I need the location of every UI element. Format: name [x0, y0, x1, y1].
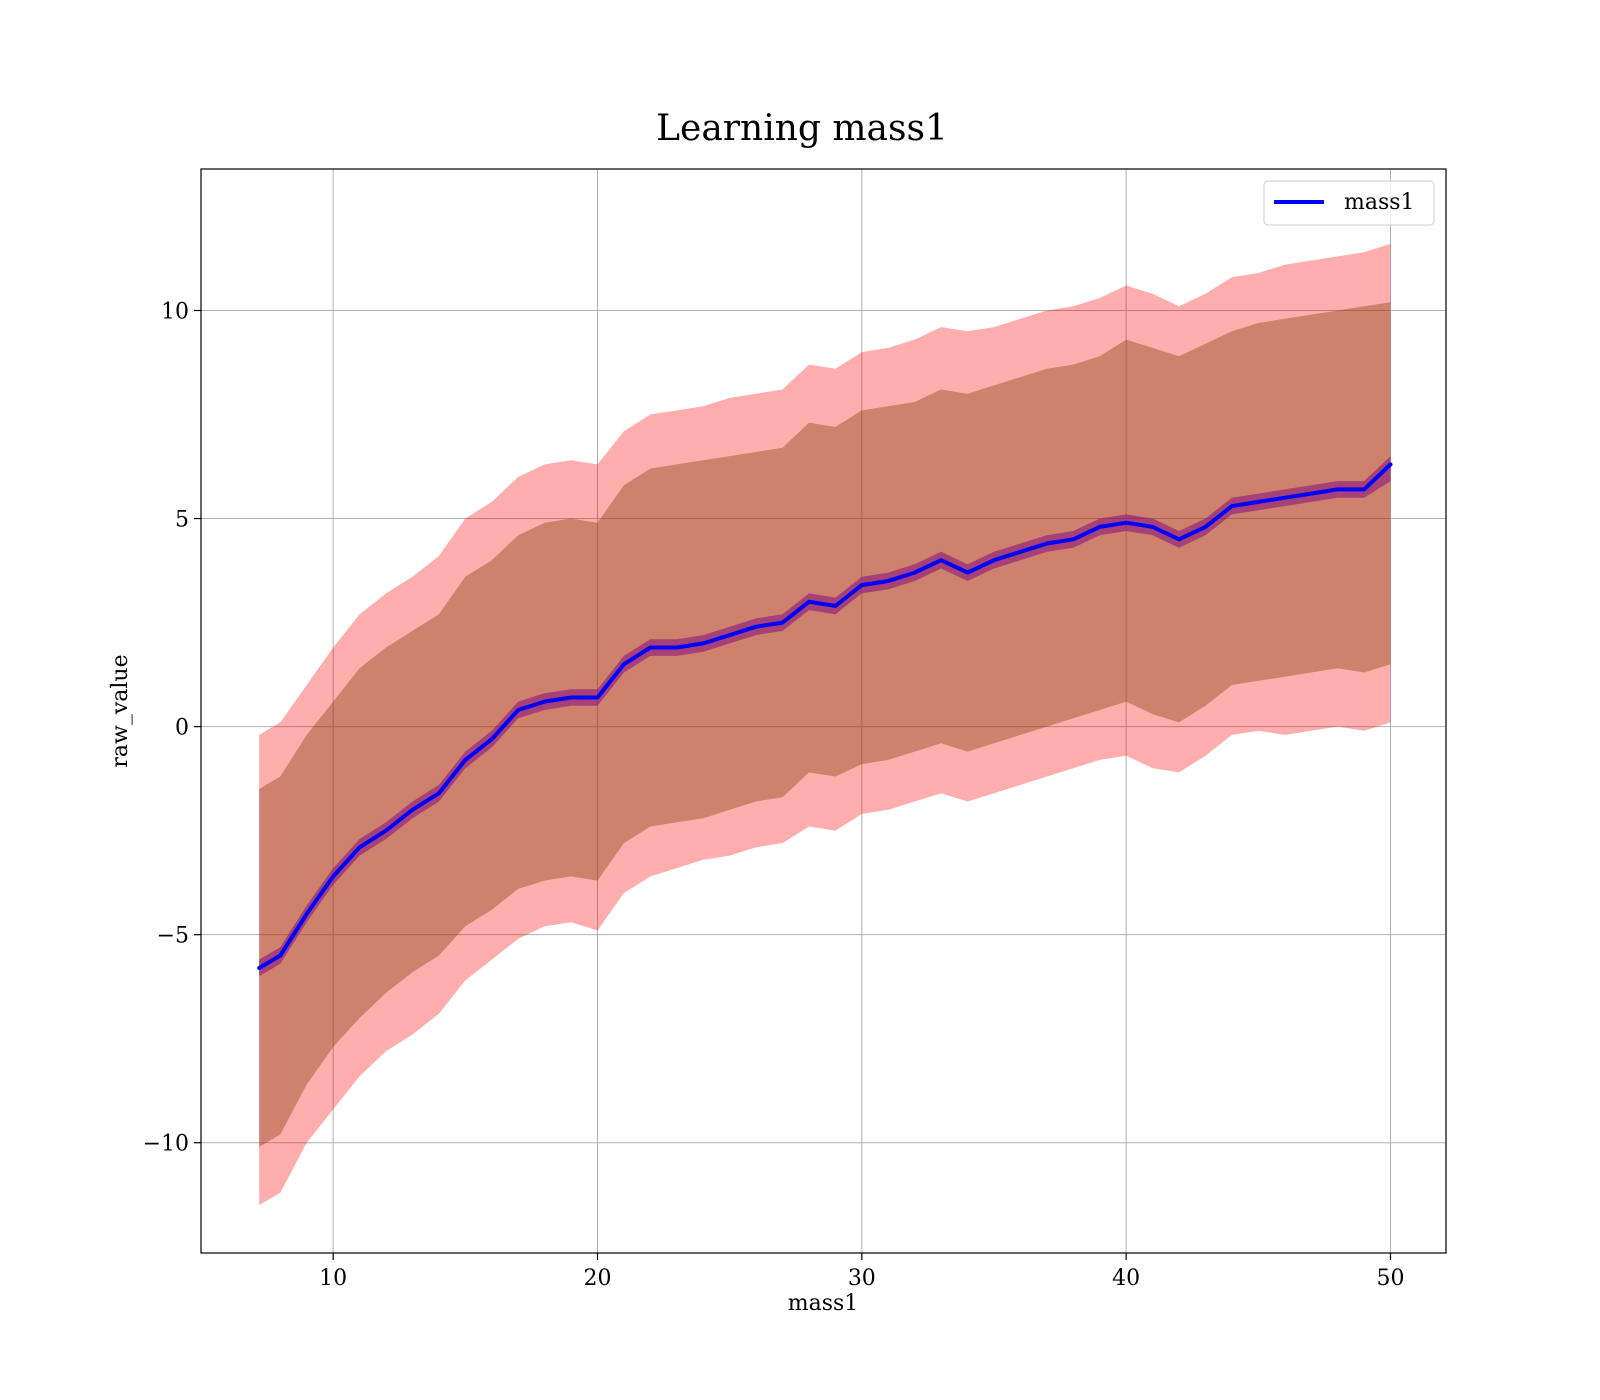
- x-tick-label: 20: [583, 1266, 611, 1291]
- inner-band: [259, 302, 1391, 1147]
- chart-title: Learning mass1: [656, 108, 948, 149]
- x-tick-label: 50: [1376, 1266, 1404, 1291]
- bands: [259, 243, 1391, 1206]
- grid: [201, 169, 1446, 1253]
- y-tick-label: −10: [143, 1132, 189, 1157]
- y-tick-label: −5: [157, 924, 189, 949]
- series-line-mass1: [257, 462, 1393, 970]
- x-axis-label: mass1: [788, 1291, 859, 1316]
- plot-frame: [200, 168, 1447, 1254]
- legend: mass1: [1263, 180, 1435, 226]
- y-axis: −10 −5 0 5 10: [143, 299, 201, 1157]
- legend-label: mass1: [1344, 190, 1415, 215]
- y-tick-label: 10: [161, 299, 189, 324]
- legend-box: [1263, 180, 1435, 226]
- y-tick-label: 0: [175, 716, 189, 741]
- x-tick-label: 10: [319, 1266, 347, 1291]
- outer-band: [259, 243, 1391, 1206]
- x-tick-label: 30: [848, 1266, 876, 1291]
- x-axis: 10 20 30 40 50: [319, 1253, 1404, 1291]
- y-axis-label: raw_value: [108, 654, 133, 767]
- x-tick-label: 40: [1112, 1266, 1140, 1291]
- series-layer: [257, 462, 1393, 970]
- y-tick-label: 5: [175, 508, 189, 533]
